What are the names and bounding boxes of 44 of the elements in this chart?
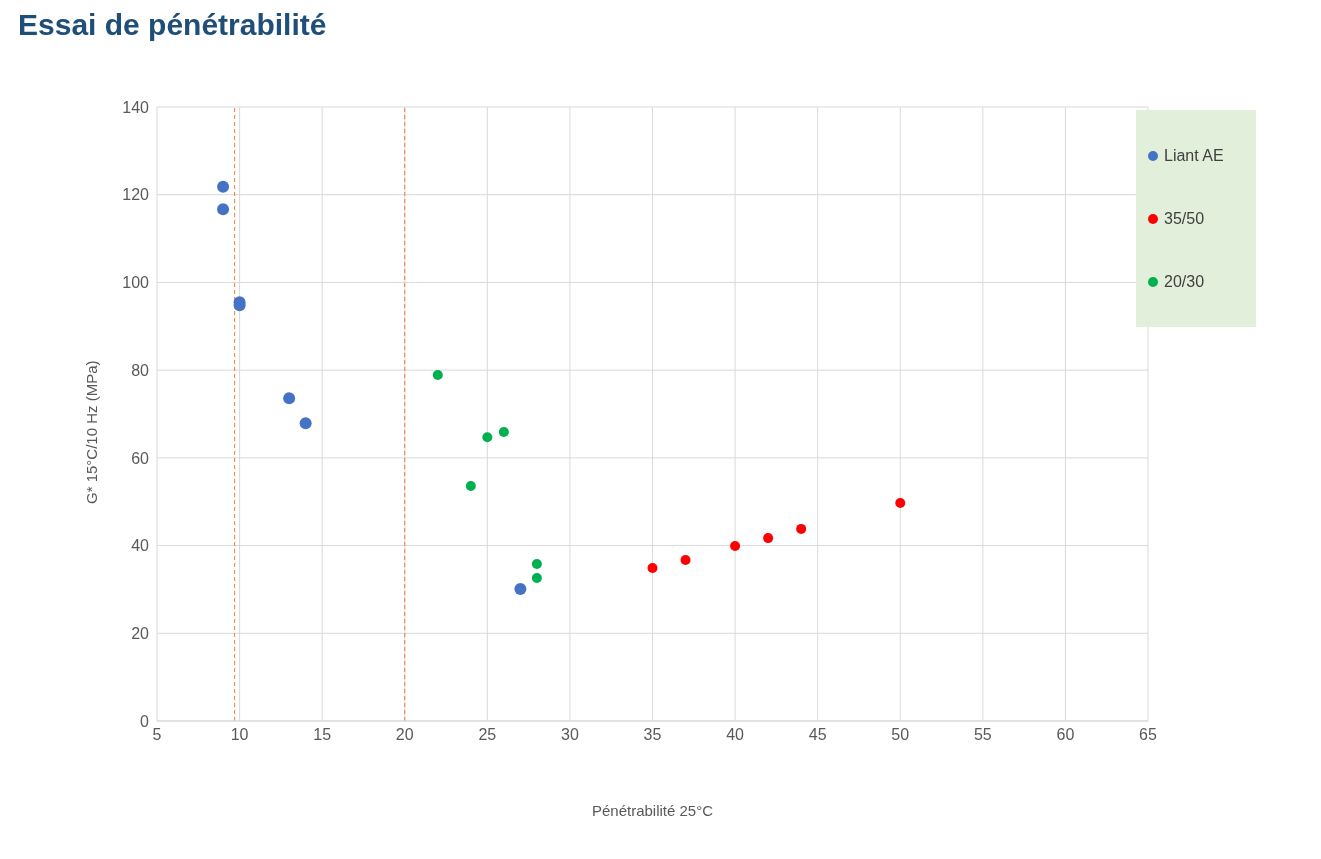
- x-tick-label: 5: [152, 726, 162, 744]
- x-axis-title: Pénétrabilité 25°C: [591, 802, 714, 819]
- y-tick-label: 100: [122, 274, 150, 292]
- x-tick-label: 20: [395, 726, 414, 744]
- point: [482, 432, 493, 443]
- point: [465, 480, 476, 491]
- point: [730, 541, 741, 552]
- y-tick-label: 120: [122, 186, 150, 204]
- x-tick-label: 10: [230, 726, 249, 744]
- x-tick-label: 55: [973, 726, 992, 744]
- x-tick-label: 60: [1056, 726, 1075, 744]
- point: [498, 426, 509, 437]
- point: [217, 203, 230, 216]
- x-tick-label: 30: [561, 726, 579, 744]
- point: [680, 555, 691, 566]
- legend-label: 35/50: [1164, 208, 1205, 229]
- y-tick-label: 140: [122, 98, 150, 116]
- x-tick-label: 25: [478, 726, 497, 744]
- legend-label: Liant AE: [1164, 145, 1224, 166]
- point: [895, 498, 906, 509]
- y-tick-label: 0: [140, 712, 150, 730]
- x-tick-label: 50: [891, 726, 910, 744]
- y-tick-label: 80: [131, 361, 150, 379]
- x-tick-label: 40: [726, 726, 745, 744]
- point: [283, 392, 296, 405]
- point: [531, 573, 542, 584]
- point: [796, 523, 807, 534]
- y-axis-title: G* 15°C/10 Hz (MPa): [83, 360, 101, 504]
- x-tick-label: 15: [313, 726, 332, 744]
- point: [531, 558, 542, 569]
- point: [217, 180, 230, 193]
- x-tick-label: 65: [1139, 726, 1157, 744]
- point: [514, 582, 527, 595]
- x-tick-label: 45: [808, 726, 827, 744]
- point: [647, 562, 658, 573]
- x-tick-label: 35: [643, 726, 662, 744]
- point: [432, 369, 443, 380]
- chart-title: Essai de pénétrabilité: [18, 8, 327, 42]
- y-tick-label: 60: [131, 449, 150, 467]
- y-tick-label: 40: [131, 537, 150, 555]
- point: [299, 417, 312, 430]
- point: [763, 533, 774, 544]
- y-tick-label: 20: [131, 624, 150, 642]
- legend-label: 20/30: [1164, 271, 1205, 292]
